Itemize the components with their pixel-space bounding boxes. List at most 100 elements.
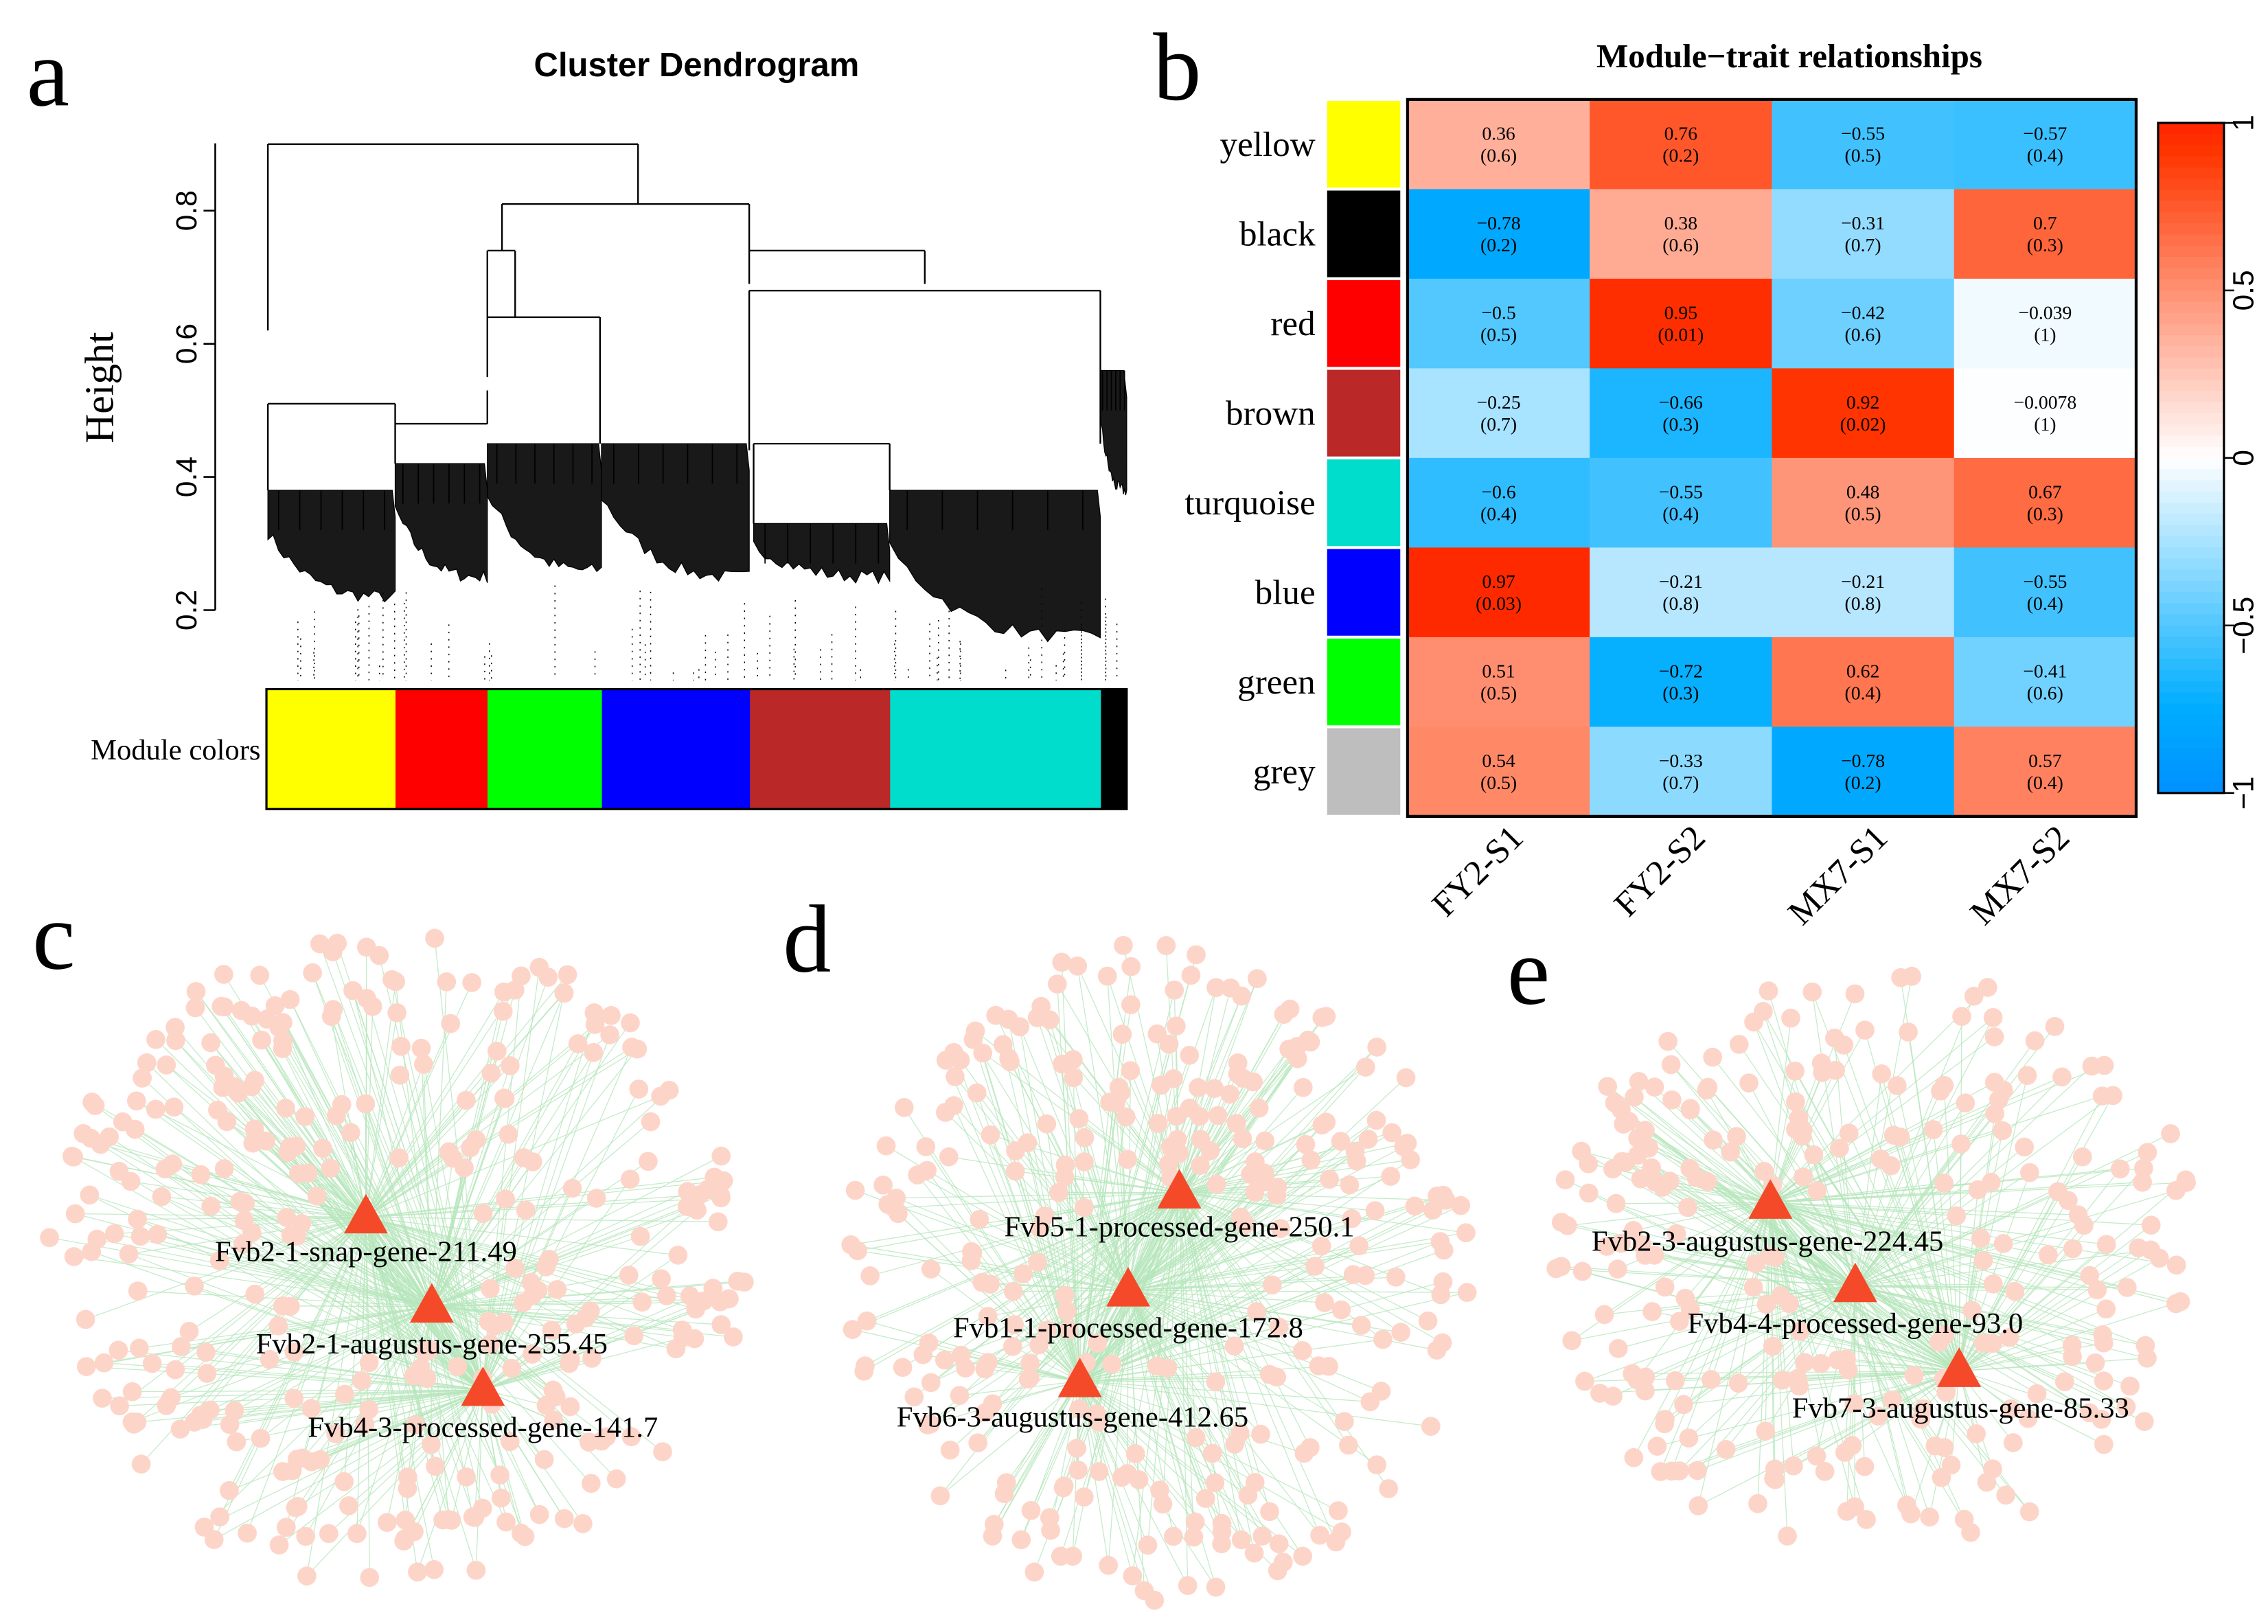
network-edge [1855, 1243, 2004, 1287]
network-node [1666, 1224, 1686, 1244]
network-node [1897, 1495, 1916, 1515]
module-color-bar-frame [265, 687, 1128, 810]
network-node [171, 1337, 191, 1356]
network-edge [365, 1197, 722, 1218]
module-label: turquoise [1184, 483, 1315, 523]
network-edge [306, 1389, 483, 1577]
network-node [1067, 1439, 1087, 1458]
network-node [1125, 1444, 1145, 1463]
network-edge [343, 1217, 367, 1482]
network-edge [365, 1180, 724, 1218]
network-node [728, 1271, 748, 1291]
network-edge [1855, 1165, 1892, 1287]
network-edge [1660, 1202, 1771, 1472]
network-node [1206, 978, 1226, 998]
network-node [2094, 1371, 2114, 1391]
network-edge [365, 1217, 571, 1408]
network-edge [1179, 1191, 1446, 1201]
network-node [505, 1259, 525, 1278]
network-node [220, 1480, 239, 1500]
network-node [1212, 1534, 1231, 1554]
network-edge [431, 1167, 465, 1307]
network-node [1834, 1036, 1854, 1055]
network-edge [482, 1210, 527, 1391]
network-edge [431, 1306, 591, 1312]
network-node [711, 1146, 731, 1166]
network-node [217, 1112, 237, 1132]
network-node [1269, 1534, 1289, 1554]
network-node [124, 1415, 144, 1434]
network-panel-c: Fvb2-1-snap-gene-211.49 Fvb2-1-augustus-g… [40, 928, 754, 1588]
network-node [2116, 1397, 2136, 1417]
network-edge [1736, 1136, 1856, 1287]
network-node [360, 1568, 380, 1588]
network-edge [1864, 1030, 1960, 1371]
network-node [651, 1086, 670, 1106]
network-edge [483, 1337, 683, 1391]
heatmap-panel: Module−trait relationships yellow 0.36(0.… [1184, 37, 2260, 933]
network-edge [189, 1217, 367, 1332]
network-node [972, 1272, 992, 1292]
hub-gene-triangle [1937, 1347, 1982, 1387]
network-edge [482, 1389, 522, 1534]
network-node [1020, 1353, 1040, 1373]
network-edge [229, 1306, 433, 1426]
network-edge [1794, 1071, 1960, 1371]
module-color-black [1101, 689, 1127, 810]
network-edge [1837, 1359, 1960, 1372]
colorbar-step [2157, 502, 2224, 515]
network-node [724, 1327, 743, 1347]
network-edge [1079, 1292, 1467, 1382]
network-node [2150, 1248, 2169, 1268]
network-node [1037, 1320, 1057, 1340]
network-node [2045, 1017, 2065, 1036]
cell-correlation: −0.66 [1659, 391, 1703, 413]
network-node [967, 1083, 987, 1103]
colorbar-step [2157, 547, 2224, 560]
network-edge [365, 1217, 678, 1256]
cell-pvalue: (0.3) [2027, 503, 2063, 525]
network-node [455, 1158, 474, 1178]
module-swatch-grey [1327, 728, 1401, 815]
network-node [1655, 1277, 1675, 1297]
network-node [76, 1310, 95, 1329]
network-node [860, 1266, 880, 1285]
cell-correlation: −0.21 [1659, 571, 1703, 592]
network-edge [365, 1217, 426, 1352]
network-node [1961, 1522, 1980, 1542]
network-node [148, 1224, 168, 1244]
network-node [546, 1387, 566, 1406]
network-edge [1687, 1202, 1771, 1209]
network-node [1148, 1114, 1168, 1133]
network-node [657, 1286, 676, 1305]
network-node [946, 1067, 965, 1086]
network-node [562, 1178, 582, 1198]
network-edge [1855, 1066, 2092, 1287]
network-edge [1178, 1192, 1311, 1448]
network-node [1206, 1577, 1226, 1597]
network-node [621, 1427, 641, 1447]
hub-gene-label: Fvb5-1-processed-gene-250.1 [1005, 1211, 1355, 1243]
colorbar-step [2157, 592, 2224, 604]
network-edge [1178, 1192, 1270, 1512]
network-node [1003, 1336, 1022, 1356]
colorbar-tick-label: 1 [2227, 115, 2260, 131]
network-node [1868, 1406, 1888, 1426]
network-node [1315, 1293, 1334, 1312]
network-node [1205, 1473, 1225, 1493]
network-node [307, 1186, 327, 1206]
network-edge [482, 1047, 632, 1391]
network-edge [1769, 1018, 1791, 1203]
heatmap-cell [1407, 547, 1591, 638]
network-node [1703, 1047, 1723, 1067]
network-node [1153, 1494, 1173, 1514]
network-edge [1959, 1345, 2072, 1372]
network-node [1785, 1061, 1805, 1081]
network-node [1765, 1248, 1785, 1267]
network-node [1904, 1366, 1924, 1386]
colorbar-step [2157, 245, 2224, 258]
network-node [936, 1103, 955, 1122]
network-node [560, 1353, 579, 1373]
network-node [630, 1226, 650, 1246]
colorbar-step [2157, 323, 2224, 336]
